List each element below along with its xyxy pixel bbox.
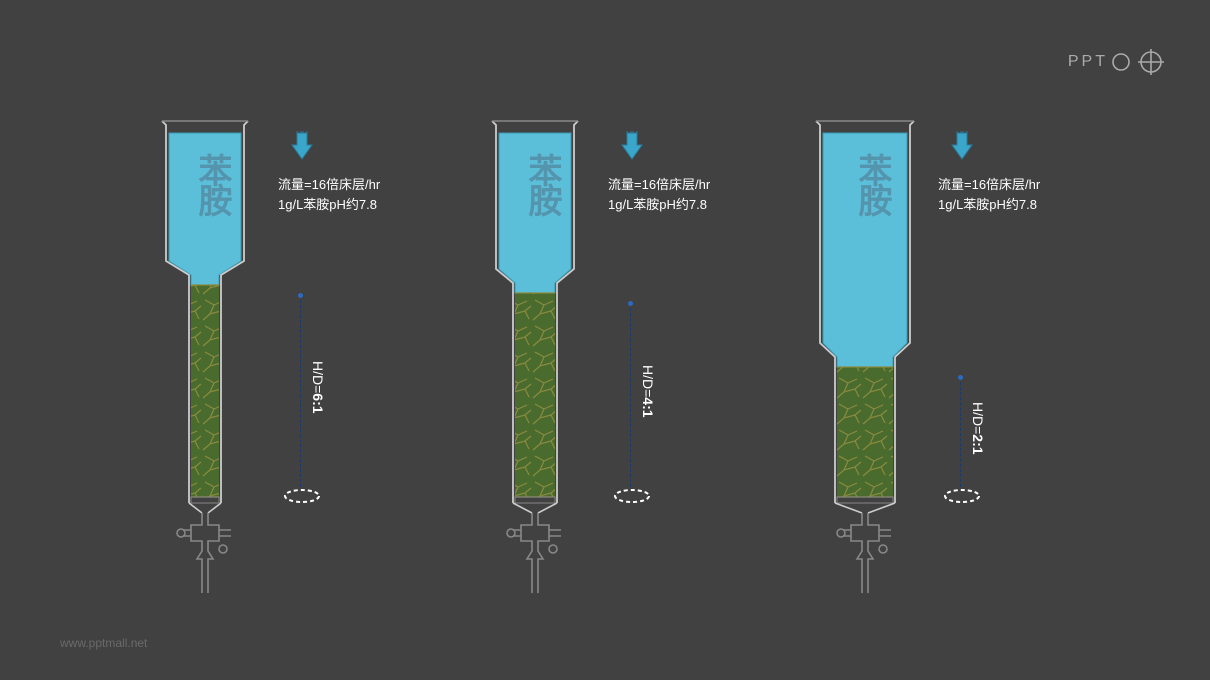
logo: PPT (1068, 48, 1165, 76)
hd-ratio-label: H/D=4:1 (640, 365, 656, 418)
column-unit: 苯胺 流量=16倍床层/hr1g/L苯胺pH约7.8 H/D=2:1 (810, 115, 1110, 605)
measurement-dot-icon (958, 375, 963, 380)
hd-ratio-label: H/D=6:1 (310, 361, 326, 414)
column-unit: 苯胺 流量=16倍床层/hr1g/L苯胺pH约7.8 H/D=6:1 (150, 115, 450, 605)
measurement-line (300, 295, 301, 487)
measurement-line (630, 303, 631, 487)
measurement-dot-icon (628, 301, 633, 306)
base-ellipse-icon (942, 487, 982, 510)
measurement-dot-icon (298, 293, 303, 298)
column-unit: 苯胺 流量=16倍床层/hr1g/L苯胺pH约7.8 H/D=4:1 (480, 115, 780, 605)
flow-arrow-icon (620, 131, 644, 166)
flow-arrow-icon (950, 131, 974, 166)
solvent-label: 苯胺 (188, 153, 237, 213)
hd-ratio-label: H/D=2:1 (970, 402, 986, 455)
logo-mark-icon (1111, 48, 1165, 76)
flow-description: 流量=16倍床层/hr1g/L苯胺pH约7.8 (608, 175, 710, 214)
flow-arrow-icon (290, 131, 314, 166)
measurement-line (960, 377, 961, 487)
base-ellipse-icon (282, 487, 322, 510)
base-ellipse-icon (612, 487, 652, 510)
logo-text: PPT (1068, 53, 1108, 71)
flow-description: 流量=16倍床层/hr1g/L苯胺pH约7.8 (278, 175, 380, 214)
solvent-label: 苯胺 (518, 153, 567, 213)
solvent-label: 苯胺 (848, 153, 897, 213)
watermark: www.pptmall.net (60, 636, 147, 650)
flow-description: 流量=16倍床层/hr1g/L苯胺pH约7.8 (938, 175, 1040, 214)
